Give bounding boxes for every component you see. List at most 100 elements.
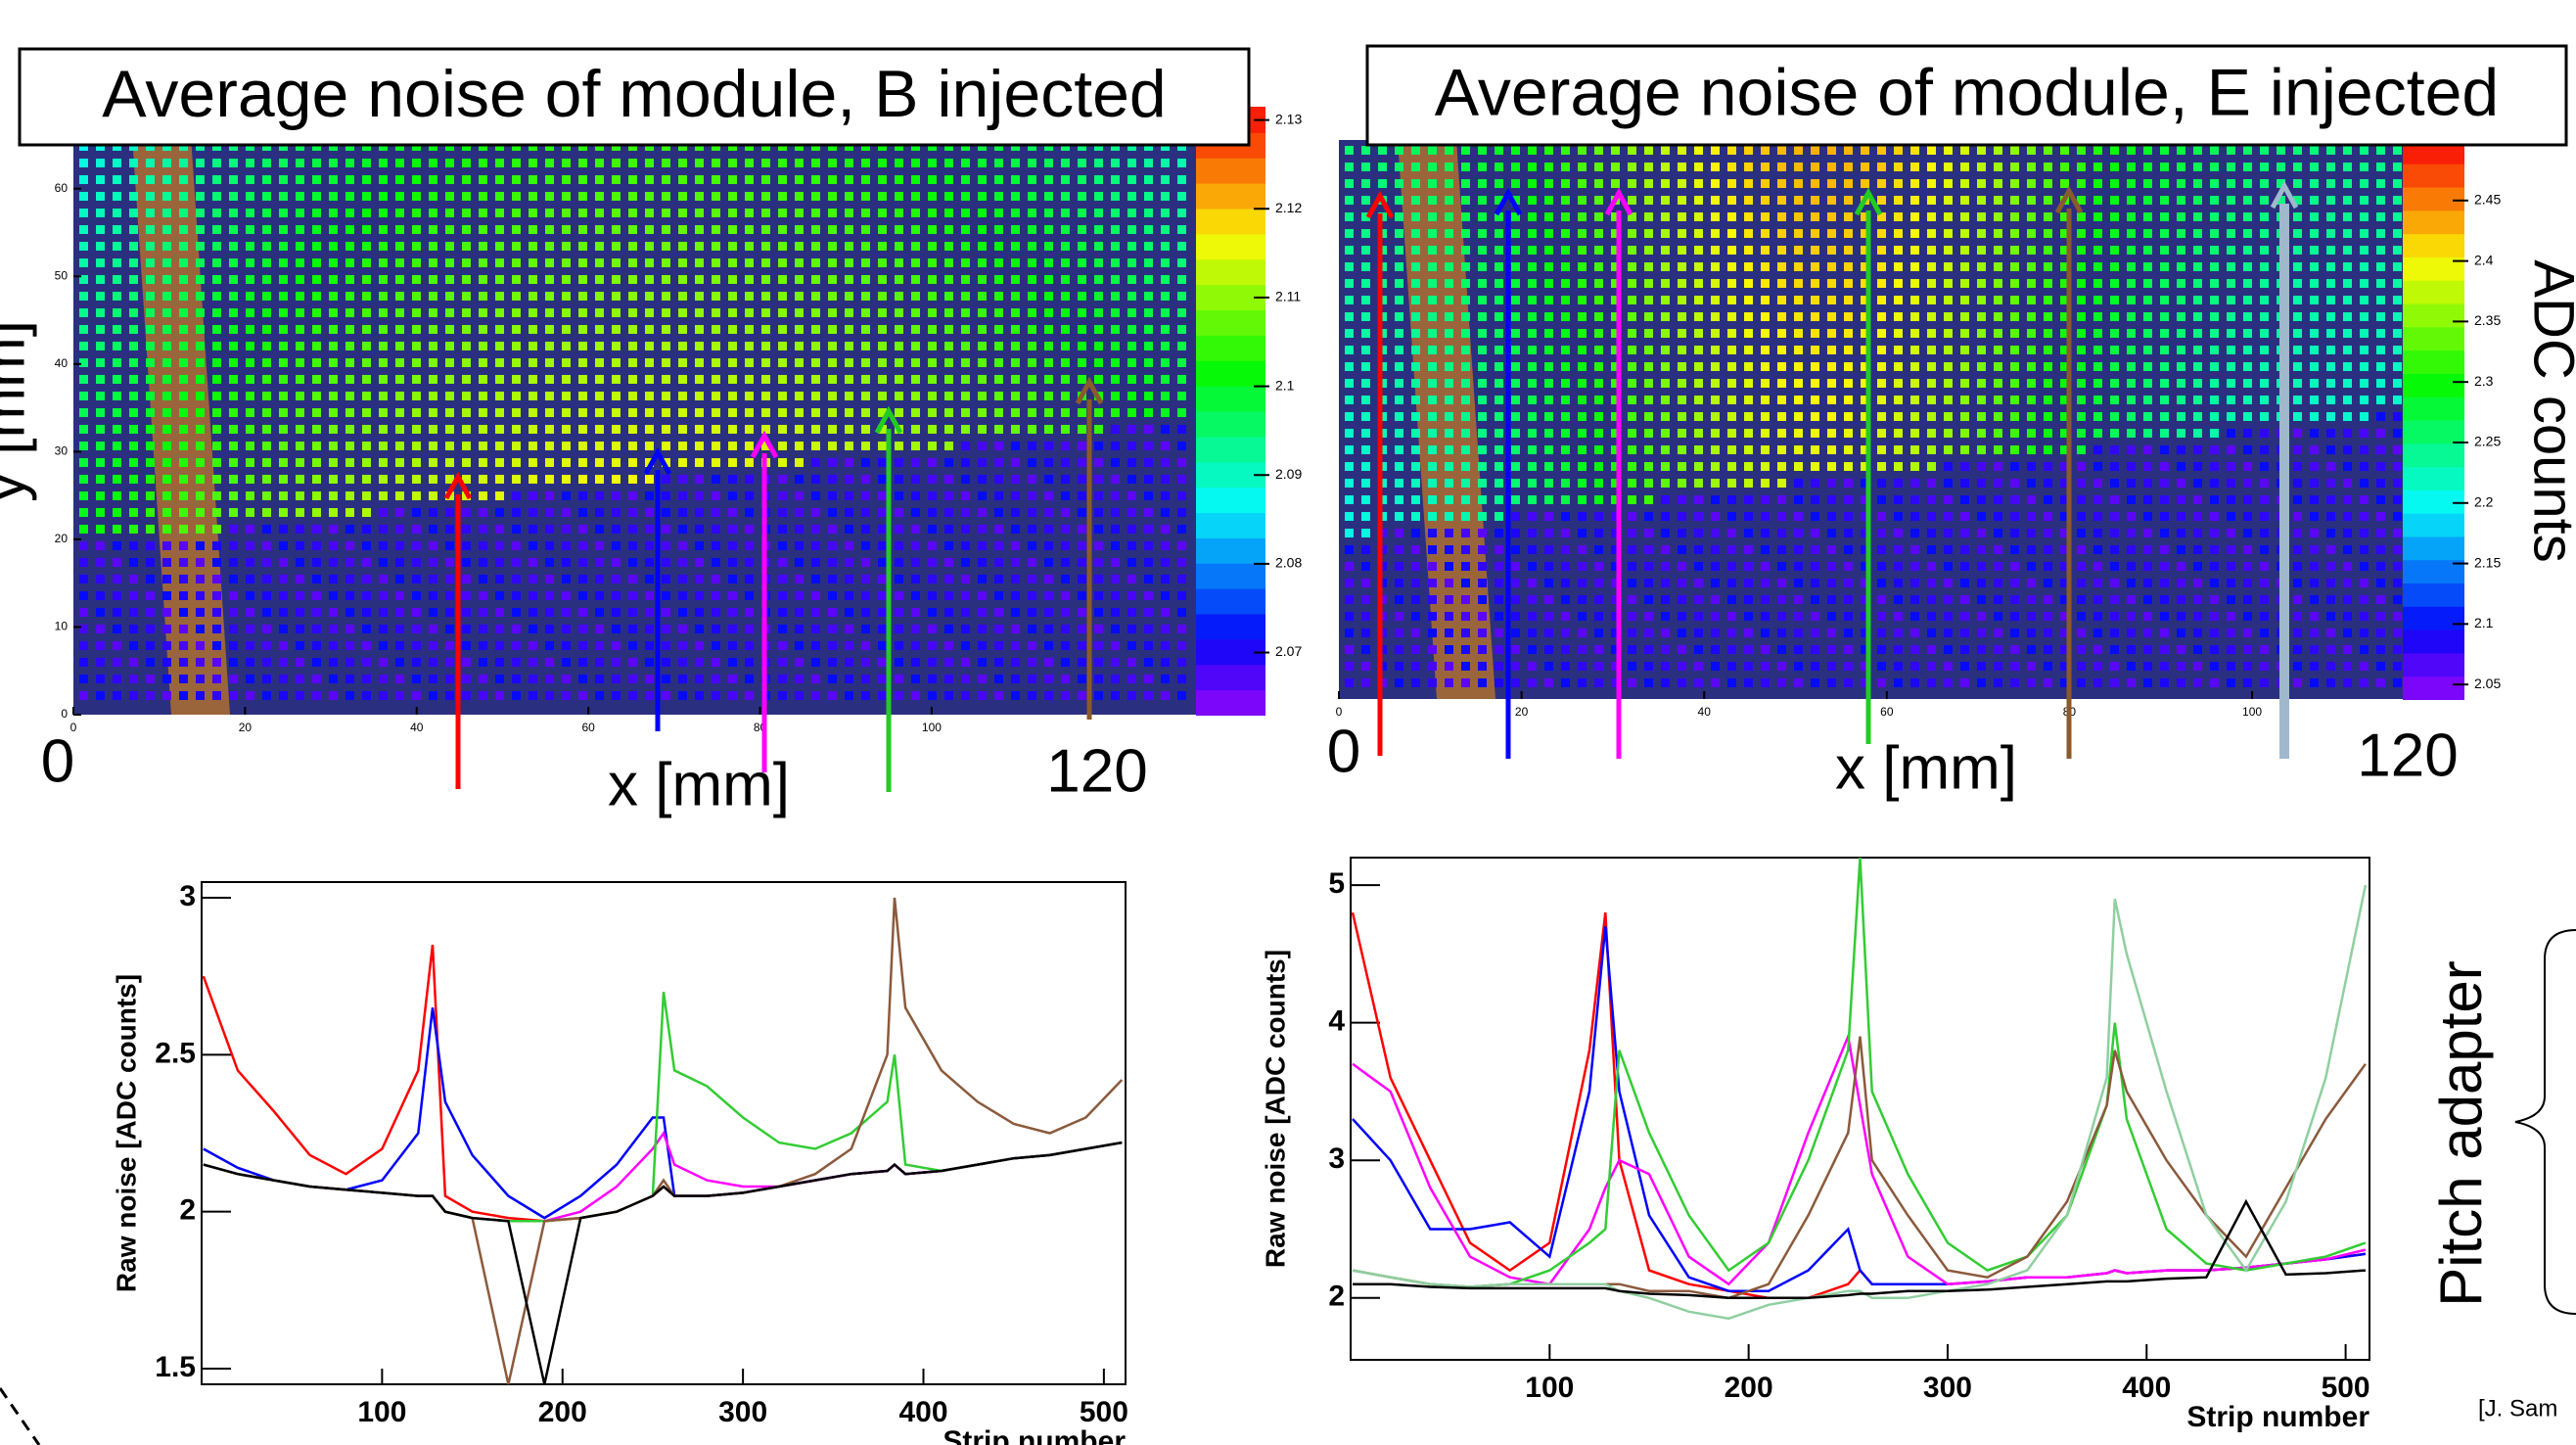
heatmap-cell — [129, 508, 138, 517]
heatmap-cell — [212, 442, 221, 450]
heatmap-cell — [994, 608, 1003, 617]
heatmap-cell — [895, 308, 903, 317]
heatmap-cell — [2210, 279, 2219, 288]
heatmap-cell — [146, 225, 155, 234]
heatmap-cell — [778, 275, 787, 284]
heatmap-cell — [1561, 229, 1570, 238]
heatmap-cell — [412, 641, 421, 650]
heatmap-cell — [961, 508, 970, 517]
heatmap-cell — [2110, 229, 2119, 238]
heatmap-cell — [695, 408, 704, 417]
heatmap-cell — [345, 325, 354, 334]
heatmap-cell — [578, 541, 587, 550]
heatmap-cell — [612, 358, 621, 367]
heatmap-cell — [2326, 662, 2335, 671]
heatmap-cell — [1761, 495, 1770, 504]
heatmap-cell — [994, 209, 1003, 217]
heatmap-cell — [1960, 545, 1969, 554]
heatmap-cell — [662, 691, 670, 700]
heatmap-cell — [994, 325, 1003, 334]
heatmap-cell — [1877, 412, 1886, 421]
heatmap-cell — [1578, 462, 1587, 471]
heatmap-cell — [1161, 458, 1170, 467]
heatmap-cell — [562, 175, 571, 184]
heatmap-cell — [1127, 225, 1136, 234]
heatmap-cell — [928, 591, 937, 600]
heatmap-cell — [296, 558, 304, 567]
heatmap-cell — [279, 525, 288, 534]
heatmap-cell — [2093, 412, 2102, 421]
colorbar-band — [2403, 210, 2464, 234]
heatmap-cell — [2143, 529, 2152, 537]
heatmap-cell — [1094, 675, 1103, 683]
heatmap-cell — [445, 608, 454, 617]
heatmap-cell — [279, 541, 288, 550]
heatmap-cell — [1694, 495, 1703, 504]
y-tick-label: 4 — [1328, 1005, 1345, 1038]
heatmap-cell — [1994, 545, 2002, 554]
heatmap-cell — [1011, 325, 1020, 334]
heatmap-cell — [695, 442, 704, 450]
heatmap-cell — [1061, 175, 1070, 184]
heatmap-cell — [2293, 262, 2302, 271]
heatmap-cell — [2310, 495, 2319, 504]
heatmap-cell — [1794, 362, 1803, 371]
heatmap-cell — [1528, 445, 1537, 454]
heatmap-cell — [911, 275, 920, 284]
heatmap-cell — [2044, 246, 2052, 255]
heatmap-cell — [412, 209, 421, 217]
heatmap-cell — [2093, 212, 2102, 221]
heatmap-cell — [1827, 678, 1836, 687]
heatmap-cell — [2127, 262, 2136, 271]
heatmap-cell — [1345, 412, 1354, 421]
heatmap-cell — [1111, 691, 1120, 700]
colorbar-tick-label: 2.45 — [2474, 191, 2501, 207]
heatmap-cell — [1445, 179, 1453, 188]
heatmap-cell — [2160, 279, 2169, 288]
heatmap-cell — [1661, 279, 1670, 288]
heatmap-cell — [2393, 445, 2402, 454]
heatmap-cell — [146, 242, 155, 251]
heatmap-cell — [1028, 342, 1036, 350]
heatmap-cell — [329, 358, 338, 367]
heatmap-cell — [2227, 629, 2235, 637]
heatmap-cell — [96, 275, 105, 284]
heatmap-cell — [795, 475, 804, 484]
heatmap-cell — [212, 641, 221, 650]
heatmap-cell — [1111, 558, 1120, 567]
heatmap-cell — [2110, 495, 2119, 504]
heatmap-cell — [961, 658, 970, 667]
heatmap-cell — [595, 159, 604, 167]
heatmap-cell — [1811, 196, 1819, 205]
heatmap-cell — [2093, 163, 2102, 171]
heatmap-cell — [2160, 612, 2169, 621]
heatmap-cell — [229, 491, 238, 500]
heatmap-cell — [861, 425, 870, 434]
heatmap-cell — [994, 558, 1003, 567]
heatmap-cell — [1044, 475, 1053, 484]
heatmap-cell — [695, 475, 704, 484]
heatmap-cell — [113, 625, 121, 633]
heatmap-cell — [1994, 579, 2002, 587]
heatmap-cell — [2127, 612, 2136, 621]
heatmap-cell — [1644, 262, 1653, 271]
heatmap-cell — [712, 541, 720, 550]
heatmap-cell — [1977, 396, 1986, 404]
heatmap-cell — [745, 575, 754, 583]
heatmap-cell — [1511, 579, 1520, 587]
heatmap-cell — [994, 242, 1003, 251]
heatmap-cell — [1578, 212, 1587, 221]
heatmap-cell — [229, 292, 238, 301]
heatmap-cell — [2010, 279, 2019, 288]
heatmap-cell — [479, 458, 487, 467]
heatmap-cell — [2093, 445, 2102, 454]
heatmap-cell — [1144, 392, 1153, 400]
heatmap-cell — [1678, 179, 1686, 188]
heatmap-cell — [462, 458, 471, 467]
heatmap-cell — [678, 258, 687, 267]
heatmap-cell — [1028, 358, 1036, 367]
heatmap-cell — [878, 392, 887, 400]
colorbar-band — [1196, 309, 1265, 336]
heatmap-cell — [1910, 545, 1919, 554]
heatmap-cell — [2010, 462, 2019, 471]
